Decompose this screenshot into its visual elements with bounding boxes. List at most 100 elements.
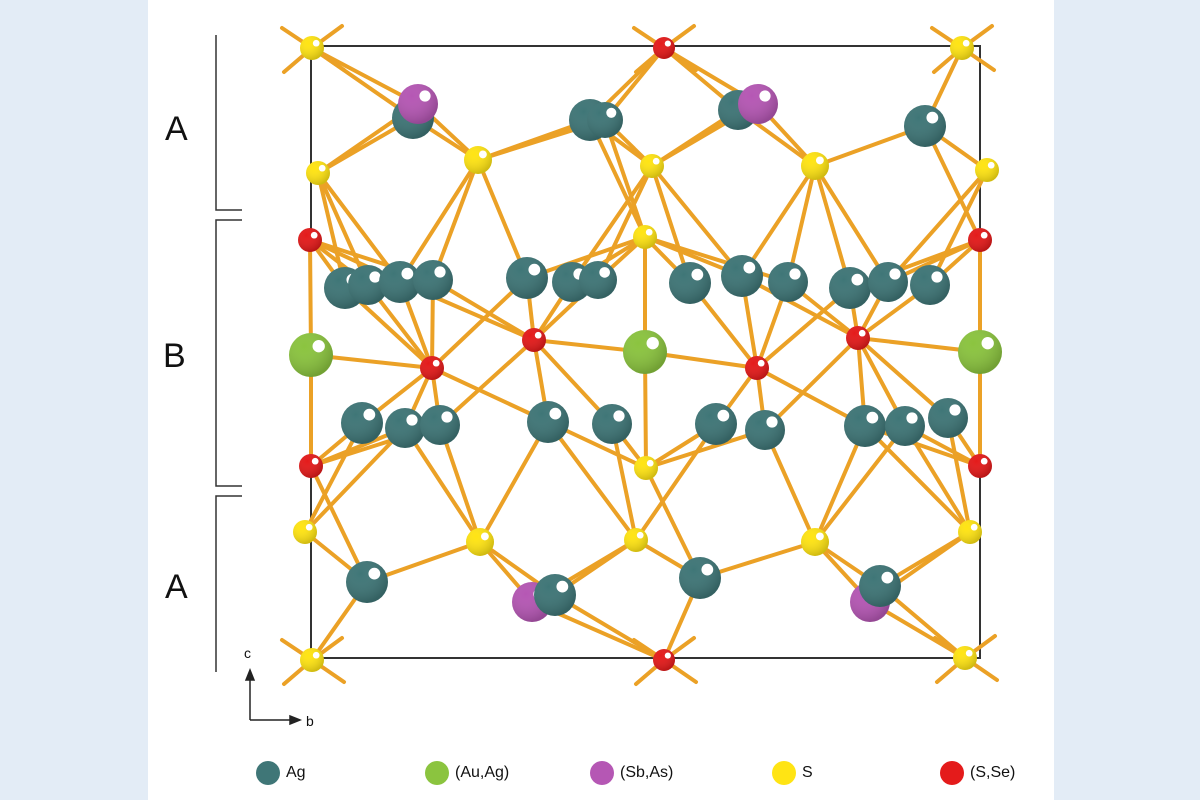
- atom-highlight: [310, 231, 318, 239]
- atom-shading: [634, 456, 658, 480]
- legend-label: S: [802, 764, 813, 781]
- bond: [928, 168, 989, 287]
- atom-shading: [975, 158, 999, 182]
- atom-shading: [953, 646, 977, 670]
- atom-sse: [420, 356, 444, 380]
- atom-highlight: [962, 39, 970, 47]
- bond: [903, 424, 972, 534]
- atom-s: [300, 36, 324, 60]
- atom-shading: [885, 406, 925, 446]
- atom-highlight: [606, 107, 617, 118]
- atom-s: [953, 646, 977, 670]
- atom-shading: [669, 262, 711, 304]
- atom-highlight: [766, 416, 778, 428]
- atom-ag: [587, 102, 623, 138]
- atom-shading: [300, 36, 324, 60]
- atom-ag: [348, 265, 388, 305]
- atom-ag: [868, 262, 908, 302]
- atom-shading: [721, 255, 763, 297]
- atom-ag: [695, 403, 737, 445]
- atom-shading: [341, 402, 383, 444]
- legend-item-ag: Ag: [256, 758, 306, 788]
- atom-shading: [289, 333, 333, 377]
- atom-ag: [679, 557, 721, 599]
- atom-highlight: [312, 39, 320, 47]
- atom-highlight: [881, 571, 894, 584]
- atom-highlight: [701, 563, 714, 576]
- atom-sbas: [738, 84, 778, 124]
- atom-s: [466, 528, 494, 556]
- atom-highlight: [987, 161, 995, 169]
- atom-s: [293, 520, 317, 544]
- legend: Ag (Au,Ag) (Sb,As) S (S,Se): [0, 752, 1200, 792]
- atom-highlight: [369, 271, 381, 283]
- atom-s: [801, 152, 829, 180]
- atom-s: [464, 146, 492, 174]
- atom-s: [801, 528, 829, 556]
- atom-highlight: [636, 531, 644, 539]
- atom-sse: [653, 37, 675, 59]
- atom-highlight: [318, 164, 326, 172]
- atom-highlight: [406, 414, 418, 426]
- atom-s: [306, 161, 330, 185]
- atom-highlight: [815, 532, 824, 541]
- au-ag-swatch-icon: [425, 761, 449, 785]
- atom-shading: [950, 36, 974, 60]
- bond: [740, 164, 817, 278]
- atom-highlight: [789, 268, 801, 280]
- atom-highlight: [556, 580, 569, 593]
- atom-highlight: [858, 329, 866, 337]
- atom-s: [958, 520, 982, 544]
- atom-highlight: [434, 266, 446, 278]
- atom-highlight: [646, 459, 654, 467]
- s-se-swatch-icon: [940, 761, 964, 785]
- atom-highlight: [889, 268, 901, 280]
- atom-highlight: [432, 359, 440, 367]
- legend-label: (Au,Ag): [455, 764, 510, 781]
- bond: [478, 420, 550, 544]
- atom-highlight: [980, 231, 988, 239]
- atom-ag: [904, 105, 946, 147]
- atom-highlight: [664, 40, 671, 47]
- atom-sse: [653, 649, 675, 671]
- atom-ag: [346, 561, 388, 603]
- atom-ag: [669, 262, 711, 304]
- atom-ag: [534, 574, 576, 616]
- layer-brackets: [215, 35, 242, 672]
- atom-sse: [298, 228, 322, 252]
- atom-shading: [679, 557, 721, 599]
- atom-ag: [829, 267, 871, 309]
- atom-shading: [768, 262, 808, 302]
- atom-s: [640, 154, 664, 178]
- atom-auag: [289, 333, 333, 377]
- bond: [316, 171, 370, 287]
- atom-highlight: [401, 267, 414, 280]
- bond: [303, 426, 407, 534]
- bond: [763, 336, 860, 432]
- atom-highlight: [970, 523, 978, 531]
- atom-shading: [466, 528, 494, 556]
- atom-ag: [341, 402, 383, 444]
- bond: [813, 164, 852, 290]
- atom-highlight: [965, 649, 973, 657]
- atom-highlight: [664, 652, 671, 659]
- atom-highlight: [906, 412, 918, 424]
- atom-highlight: [368, 567, 381, 580]
- atom-shading: [738, 84, 778, 124]
- atom-shading: [624, 528, 648, 552]
- atom-layer: [289, 36, 1002, 672]
- layer-label-bottom: A: [165, 568, 188, 606]
- atom-sse: [745, 356, 769, 380]
- bracket-middle-b: [215, 219, 242, 487]
- atom-highlight: [312, 651, 320, 659]
- layer-label-top: A: [165, 110, 188, 148]
- atom-ag: [721, 255, 763, 297]
- atom-ag: [592, 404, 632, 444]
- bond: [546, 420, 638, 542]
- atom-ag: [910, 265, 950, 305]
- legend-item-sb-as: (Sb,As): [590, 758, 673, 788]
- atom-shading: [300, 648, 324, 672]
- bond: [856, 336, 950, 420]
- atom-highlight: [866, 411, 879, 424]
